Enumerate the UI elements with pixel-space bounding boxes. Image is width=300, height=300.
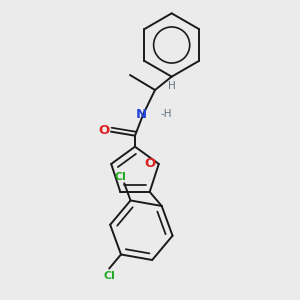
Text: N: N — [136, 109, 147, 122]
Text: O: O — [145, 158, 156, 170]
Text: Cl: Cl — [103, 271, 115, 281]
Text: H: H — [168, 81, 176, 91]
Text: -H: -H — [161, 109, 172, 119]
Text: O: O — [98, 124, 109, 137]
Text: Cl: Cl — [115, 172, 127, 182]
